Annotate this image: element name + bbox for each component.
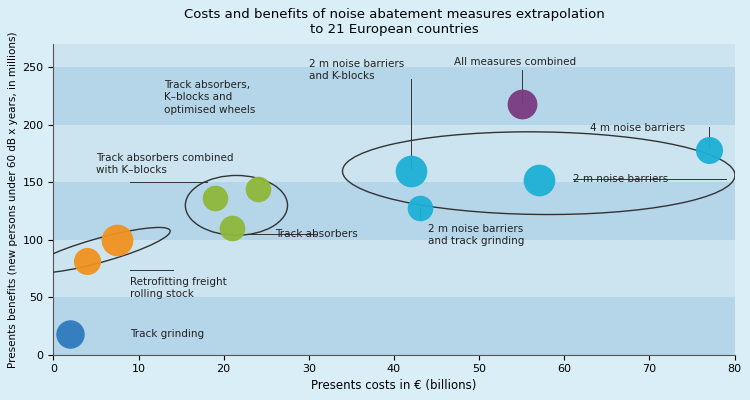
Text: 4 m noise barriers: 4 m noise barriers	[590, 123, 685, 133]
Text: Track absorbers: Track absorbers	[274, 229, 358, 239]
Text: 2 m noise barriers
and K-blocks: 2 m noise barriers and K-blocks	[309, 58, 404, 81]
Point	[532, 177, 544, 183]
Bar	[53, 182, 734, 240]
Title: Costs and benefits of noise abatement measures extrapolation
to 21 European coun: Costs and benefits of noise abatement me…	[184, 8, 604, 36]
Point	[252, 186, 264, 192]
Point	[703, 147, 715, 153]
Text: Track absorbers combined
with K–blocks: Track absorbers combined with K–blocks	[96, 153, 233, 176]
Y-axis label: Presents benefits (new persons under 60 dB x years, in millions): Presents benefits (new persons under 60 …	[8, 31, 18, 368]
Text: All measures combined: All measures combined	[454, 57, 576, 67]
Text: 2 m noise barriers: 2 m noise barriers	[573, 174, 668, 184]
Point	[226, 225, 238, 232]
Bar	[53, 68, 734, 125]
Point	[64, 331, 76, 337]
Text: 2 m noise barriers
and track grinding: 2 m noise barriers and track grinding	[428, 224, 524, 246]
Text: Track grinding: Track grinding	[130, 329, 204, 339]
Point	[405, 168, 417, 174]
Point	[209, 195, 221, 202]
Text: Track absorbers,
K–blocks and
optimised wheels: Track absorbers, K–blocks and optimised …	[164, 80, 256, 115]
Text: Retrofitting freight
rolling stock: Retrofitting freight rolling stock	[130, 277, 226, 299]
Point	[82, 257, 94, 264]
Point	[111, 237, 123, 243]
Point	[516, 101, 528, 108]
Bar	[53, 297, 734, 355]
Point	[413, 204, 425, 211]
X-axis label: Presents costs in € (billions): Presents costs in € (billions)	[311, 379, 477, 392]
